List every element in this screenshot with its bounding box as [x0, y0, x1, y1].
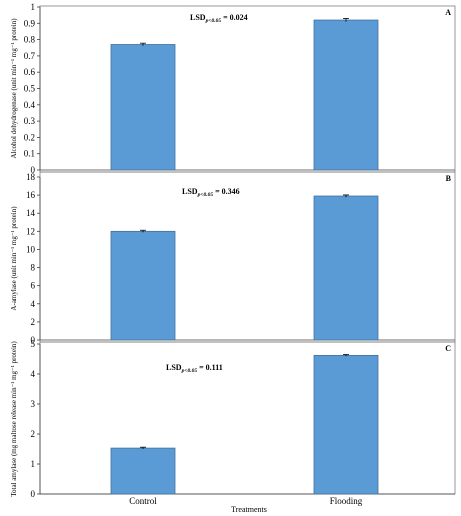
y-tick-label: 0.5 — [24, 84, 36, 94]
y-tick-label: 0.2 — [24, 132, 35, 142]
lsd-prefix: LSD — [166, 363, 182, 372]
panel-letter: A — [445, 8, 451, 17]
lsd-subscript: p<0.05 — [197, 192, 214, 198]
y-axis-label: Alcohol dehydrogenase (unit min⁻¹ mg⁻¹ p… — [10, 18, 18, 159]
panel-frame — [39, 341, 456, 495]
y-tick-label: 6 — [31, 281, 36, 291]
lsd-prefix: LSD — [190, 13, 206, 22]
lsd-subscript: p<0.05 — [181, 368, 198, 374]
y-axis-label: A-amylase (unit min⁻¹ mg⁻¹ protein) — [10, 206, 18, 311]
bar-flooding — [313, 195, 379, 341]
y-tick-label: 0.9 — [24, 18, 36, 28]
panel-frame — [39, 5, 456, 173]
lsd-annotation: LSDp<0.05 = 0.024 — [190, 13, 248, 24]
y-tick-label: 1 — [31, 2, 36, 12]
bar-control — [110, 44, 176, 171]
x-category-label: Control — [129, 496, 157, 506]
bar-control — [110, 447, 176, 495]
y-axis-label: Total amylase (mg maltose release min⁻¹ … — [10, 341, 18, 497]
y-tick-label: 0 — [31, 165, 36, 175]
y-tick-label: 2 — [31, 429, 36, 439]
y-tick-label: 0.7 — [24, 51, 36, 61]
lsd-prefix: LSD — [182, 187, 198, 196]
panel-frame — [39, 171, 456, 343]
y-tick-label: 1 — [31, 459, 36, 469]
y-tick-label: 2 — [31, 317, 36, 327]
y-tick-label: 14 — [26, 208, 36, 218]
bar-flooding — [313, 354, 379, 495]
x-category-label: Flooding — [330, 496, 363, 506]
y-tick-label: 4 — [31, 369, 36, 379]
panel-letter: B — [446, 174, 452, 183]
y-tick-label: 18 — [26, 172, 36, 182]
lsd-value: = 0.346 — [215, 187, 240, 196]
y-tick-label: 16 — [26, 190, 36, 200]
y-tick-label: 3 — [31, 399, 36, 409]
panel-letter: C — [445, 344, 451, 353]
y-tick-label: 12 — [26, 226, 35, 236]
bar-flooding — [313, 19, 379, 171]
chart-panel-A: 0 0.1 0.2 0.3 0.4 0.5 0.6 0.7 0.8 0.9 1 Alcohol deh… — [10, 2, 456, 175]
y-tick-label: 0 — [31, 335, 36, 345]
y-tick-label: 0 — [31, 489, 36, 499]
y-tick-label: 0.6 — [24, 67, 36, 77]
y-tick-label: 0.3 — [24, 116, 36, 126]
lsd-value: = 0.024 — [223, 13, 248, 22]
x-axis-title: Treatments — [231, 505, 267, 514]
y-tick-label: 0.1 — [24, 149, 35, 159]
lsd-annotation: LSDp<0.05 = 0.346 — [182, 187, 240, 198]
y-tick-label: 4 — [31, 299, 36, 309]
bar-control — [110, 230, 176, 341]
y-tick-label: 0.8 — [24, 35, 36, 45]
y-tick-label: 0.4 — [24, 100, 36, 110]
y-tick-label: 5 — [31, 339, 36, 349]
chart-panel-B: 0 2 4 6 8 10 12 14 16 18 A-amylase (unit min⁻¹ mg⁻… — [10, 171, 456, 345]
lsd-value: = 0.111 — [199, 363, 223, 372]
lsd-subscript: p<0.05 — [205, 18, 222, 24]
y-tick-label: 8 — [31, 263, 36, 273]
lsd-annotation: LSDp<0.05 = 0.111 — [166, 363, 223, 374]
chart-panel-C: 0 1 2 3 4 5 Total amylase (mg maltose release … — [10, 339, 456, 514]
y-tick-label: 10 — [26, 244, 36, 254]
